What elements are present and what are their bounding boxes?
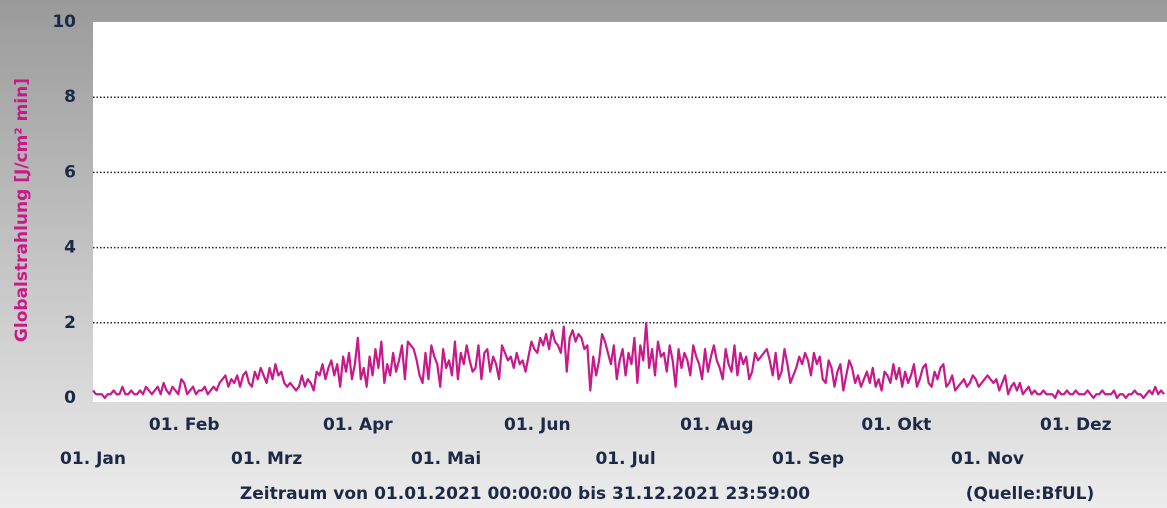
source: (Quelle:BfUL) (966, 484, 1095, 504)
y-tick-label: 0 (64, 388, 76, 408)
x-tick-label: 01. Feb (149, 415, 220, 435)
x-tick-label: 01. Nov (951, 449, 1024, 469)
y-tick-label: 10 (52, 12, 76, 32)
x-axis-label: Zeitraum von 01.01.2021 00:00:00 bis 31.… (240, 484, 810, 504)
y-tick-label: 8 (64, 87, 76, 107)
x-tick-label: 01. Sep (772, 449, 844, 469)
y-tick-label: 4 (64, 238, 76, 258)
x-tick-label: 01. Okt (861, 415, 931, 435)
x-tick-label: 01. Jan (60, 449, 126, 469)
x-tick-label: 01. Aug (680, 415, 753, 435)
y-tick-label: 6 (64, 162, 76, 182)
x-tick-label: 01. Apr (323, 415, 393, 435)
x-tick-label: 01. Jun (504, 415, 571, 435)
data-line (92, 321, 1165, 400)
x-tick-label: 01. Dez (1040, 415, 1112, 435)
x-tick-label: 01. Mrz (231, 449, 302, 469)
y-tick-label: 2 (64, 313, 76, 333)
y-axis-label: Globalstrahlung [J/cm² min] (12, 78, 32, 342)
x-tick-label: 01. Jul (595, 449, 655, 469)
plot-area (93, 22, 1167, 402)
x-tick-label: 01. Mai (411, 449, 481, 469)
